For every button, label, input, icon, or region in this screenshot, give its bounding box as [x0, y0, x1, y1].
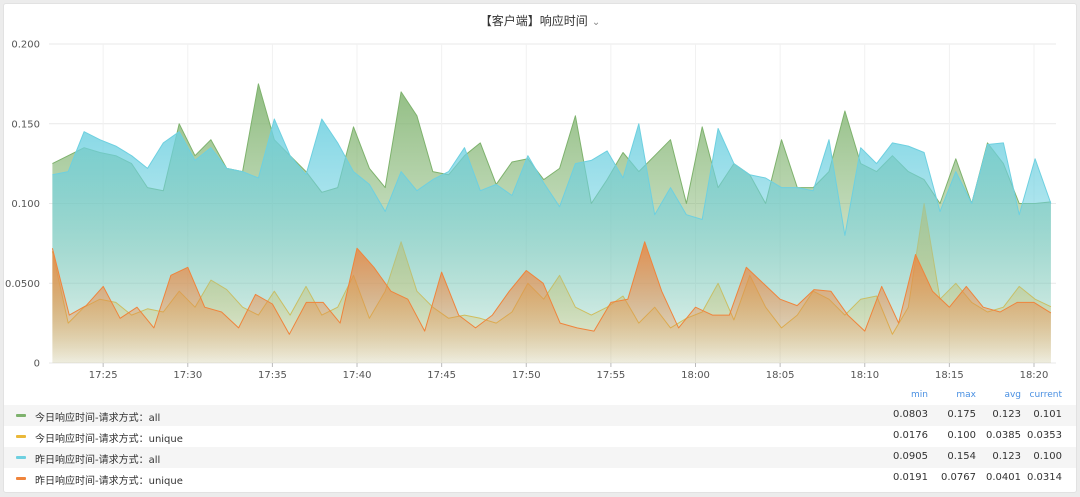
legend-avg: 0.0385 [986, 430, 1021, 441]
legend-header: min max avg current [4, 387, 1076, 405]
x-tick-label: 17:25 [89, 370, 118, 381]
y-tick-label: 0.150 [11, 119, 40, 130]
series-area [52, 241, 1051, 363]
legend-avg: 0.123 [992, 451, 1021, 462]
legend-row[interactable]: 今日响应时间-请求方式：unique 0.0176 0.100 0.0385 0… [4, 426, 1076, 447]
series-areas [51, 83, 1052, 364]
y-tick-label: 0.100 [11, 199, 40, 210]
legend-series-name[interactable]: 今日响应时间-请求方式：unique [35, 434, 183, 445]
x-tick-label: 18:10 [850, 370, 879, 381]
chevron-down-icon: ⌄ [591, 17, 601, 28]
series-line [52, 118, 1052, 236]
x-tick-label: 18:20 [1020, 370, 1049, 381]
y-tick-label: 0 [34, 359, 40, 370]
legend-table: min max avg current 今日响应时间-请求方式：all 0.08… [4, 387, 1076, 489]
legend-series-name[interactable]: 昨日响应时间-请求方式：unique [35, 476, 183, 487]
x-tick-label: 17:55 [596, 370, 625, 381]
chart-panel: 【客户端】响应时间 ⌄ 0 0.0500 0.100 0.150 0.200 17:25 1… [3, 3, 1077, 493]
panel-title-dropdown[interactable]: 【客户端】响应时间 ⌄ [4, 12, 1076, 29]
x-tick-label: 17:45 [427, 370, 456, 381]
legend-max: 0.154 [947, 451, 976, 462]
legend-min: 0.0176 [893, 430, 928, 441]
legend-row[interactable]: 昨日响应时间-请求方式：unique 0.0191 0.0767 0.0401 … [4, 468, 1076, 489]
x-tick-label: 17:40 [343, 370, 372, 381]
x-tick-label: 18:05 [766, 370, 795, 381]
legend-min: 0.0191 [893, 472, 928, 483]
legend-max: 0.175 [947, 409, 976, 420]
legend-header-max[interactable]: max [956, 390, 976, 400]
legend-header-current[interactable]: current [1029, 390, 1062, 400]
legend-current: 0.100 [1033, 451, 1062, 462]
y-tick-label: 0.0500 [5, 279, 40, 290]
x-tick-label: 17:35 [258, 370, 287, 381]
x-tick-label: 17:50 [512, 370, 541, 381]
legend-current: 0.101 [1033, 409, 1062, 420]
series-line [51, 241, 1052, 335]
panel-title: 【客户端】响应时间 [479, 14, 588, 28]
legend-min: 0.0803 [893, 409, 928, 420]
legend-swatch [16, 456, 26, 459]
legend-swatch [16, 414, 26, 417]
legend-max: 0.100 [947, 430, 976, 441]
legend-current: 0.0353 [1027, 430, 1062, 441]
x-tick-label: 17:30 [173, 370, 202, 381]
y-axis-ticks: 0 0.0500 0.100 0.150 0.200 [5, 40, 40, 370]
legend-avg: 0.0401 [986, 472, 1021, 483]
x-tick-label: 18:00 [681, 370, 710, 381]
legend-swatch [16, 477, 26, 480]
legend-row[interactable]: 今日响应时间-请求方式：all 0.0803 0.175 0.123 0.101 [4, 405, 1076, 426]
legend-row[interactable]: 昨日响应时间-请求方式：all 0.0905 0.154 0.123 0.100 [4, 447, 1076, 468]
legend-series-name[interactable]: 昨日响应时间-请求方式：all [35, 455, 161, 466]
legend-swatch [16, 435, 26, 438]
x-tick-label: 18:15 [935, 370, 964, 381]
x-axis-ticks: 17:25 17:30 17:35 17:40 17:45 17:50 17:55 18:00… [89, 363, 1049, 381]
legend-avg: 0.123 [992, 409, 1021, 420]
legend-header-avg[interactable]: avg [1004, 390, 1021, 400]
legend-min: 0.0905 [893, 451, 928, 462]
legend-series-name[interactable]: 今日响应时间-请求方式：all [35, 413, 161, 424]
legend-max: 0.0767 [941, 472, 976, 483]
y-tick-label: 0.200 [11, 40, 40, 51]
legend-header-min[interactable]: min [911, 390, 928, 400]
legend-current: 0.0314 [1027, 472, 1062, 483]
